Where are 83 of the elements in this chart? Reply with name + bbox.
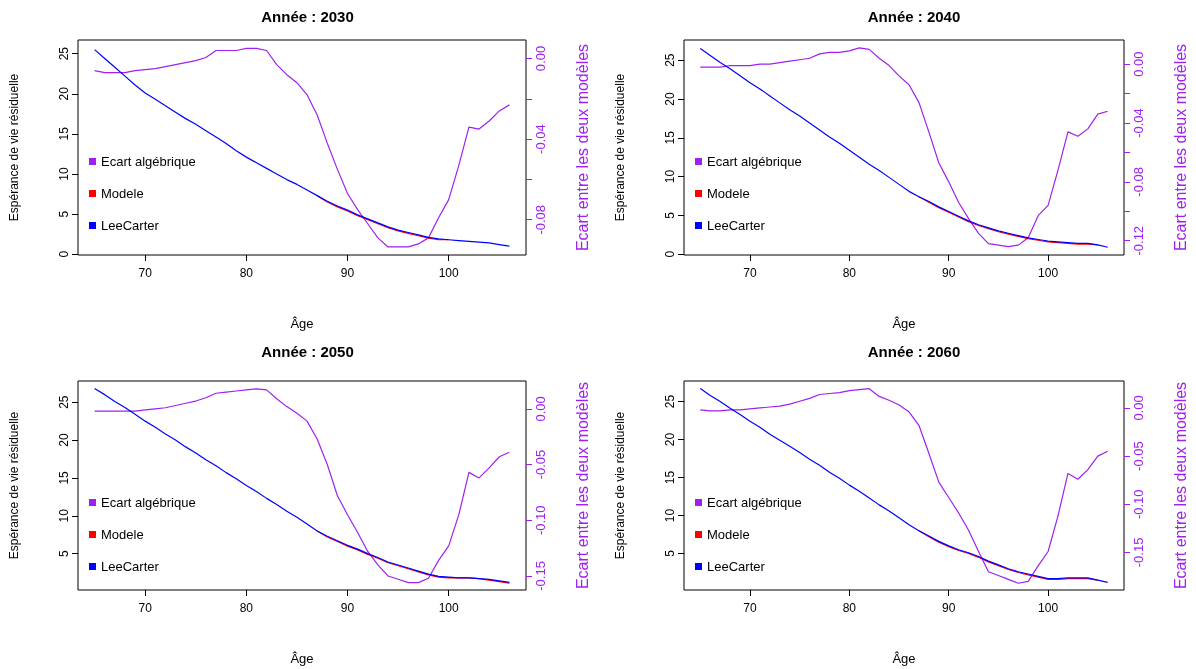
y-tick-label: 10 bbox=[663, 508, 677, 522]
legend-label: Modele bbox=[707, 526, 750, 542]
y-tick-label: 10 bbox=[663, 169, 677, 184]
y2-tick-label: -0.04 bbox=[533, 124, 548, 154]
y2-axis-title: Ecart entre les deux modèles bbox=[573, 381, 591, 589]
y2-tick-label: -0.10 bbox=[533, 504, 548, 535]
x-axis-title: Âge bbox=[290, 316, 314, 331]
legend-label: LeeCarter bbox=[101, 558, 160, 574]
x-tick-label: 80 bbox=[239, 266, 254, 280]
y-tick-label: 10 bbox=[57, 166, 71, 181]
legend-label: Modele bbox=[101, 526, 144, 542]
y-axis-title: Espérance de vie résiduelle bbox=[7, 73, 21, 222]
legend-label: LeeCarter bbox=[707, 218, 766, 233]
y2-tick-label: 0.00 bbox=[1131, 394, 1146, 421]
y-tick-label: 20 bbox=[57, 432, 71, 447]
y-tick-label: 5 bbox=[663, 549, 677, 557]
legend-label: Ecart algébrique bbox=[707, 494, 802, 510]
x-tick-label: 100 bbox=[438, 600, 460, 615]
y-tick-label: 25 bbox=[57, 394, 71, 409]
legend-label: Modele bbox=[707, 186, 750, 201]
y2-tick-label: 0.00 bbox=[533, 395, 548, 422]
y-tick-label: 15 bbox=[57, 470, 71, 485]
y-tick-label: 25 bbox=[57, 46, 71, 61]
line-series bbox=[93, 387, 511, 583]
y-tick-label: 15 bbox=[663, 470, 677, 484]
y2-tick-label: 0.00 bbox=[533, 45, 548, 72]
x-tick-label: 70 bbox=[138, 600, 153, 615]
y2-tick-label: -0.15 bbox=[1131, 537, 1146, 567]
chart-title: Année : 2040 bbox=[867, 8, 961, 25]
y2-tick-label: -0.08 bbox=[533, 204, 548, 235]
y-tick-label: 20 bbox=[663, 92, 677, 106]
chart-title: Année : 2050 bbox=[261, 342, 354, 360]
x-tick-label: 80 bbox=[239, 600, 254, 615]
y-axis-title: Espérance de vie résiduelle bbox=[613, 73, 627, 222]
y-axis-title: Espérance de vie résiduelle bbox=[613, 410, 627, 559]
y-tick-label: 15 bbox=[57, 126, 71, 141]
x-tick-label: 100 bbox=[1038, 266, 1059, 280]
x-tick-label: 90 bbox=[340, 600, 355, 615]
legend-label: Modele bbox=[101, 186, 144, 201]
x-tick-label: 90 bbox=[942, 266, 956, 280]
legend-label: LeeCarter bbox=[101, 218, 160, 233]
y-tick-label: 20 bbox=[57, 86, 71, 101]
y-axis-title: Espérance de vie résiduelle bbox=[7, 410, 21, 559]
legend-label: Ecart algébrique bbox=[101, 494, 196, 510]
x-tick-label: 80 bbox=[842, 266, 857, 280]
y2-axis-title: Ecart entre les deux modèles bbox=[1171, 381, 1189, 589]
y2-tick-label: -0.12 bbox=[1131, 225, 1146, 256]
legend-label: Ecart algébrique bbox=[707, 154, 802, 169]
x-tick-label: 100 bbox=[438, 266, 460, 280]
x-axis-title: Âge bbox=[892, 316, 916, 331]
y-tick-label: 10 bbox=[57, 508, 71, 522]
y-tick-label: 15 bbox=[663, 130, 677, 145]
x-tick-label: 100 bbox=[1038, 600, 1059, 615]
x-tick-label: 80 bbox=[842, 600, 857, 615]
y2-tick-label: 0.00 bbox=[1131, 51, 1146, 77]
x-tick-label: 90 bbox=[942, 600, 956, 615]
x-tick-label: 70 bbox=[743, 600, 757, 615]
y2-tick-label: -0.04 bbox=[1131, 108, 1146, 138]
x-axis-title: Âge bbox=[290, 650, 314, 666]
y-tick-label: 5 bbox=[57, 549, 71, 557]
y-tick-label: 5 bbox=[663, 211, 677, 219]
y2-tick-label: -0.10 bbox=[1131, 488, 1146, 519]
x-tick-label: 90 bbox=[340, 266, 355, 280]
y2-tick-label: -0.05 bbox=[533, 449, 548, 479]
line-series bbox=[699, 47, 1109, 248]
y-tick-label: 25 bbox=[663, 53, 677, 67]
y-tick-label: 20 bbox=[663, 432, 677, 446]
y-tick-label: 0 bbox=[57, 250, 71, 258]
legend-label: LeeCarter bbox=[707, 558, 766, 574]
x-tick-label: 70 bbox=[743, 266, 757, 280]
x-axis-title: Âge bbox=[892, 650, 916, 666]
y2-axis-title: Ecart entre les deux modèles bbox=[573, 43, 591, 252]
y2-tick-label: -0.08 bbox=[1131, 167, 1146, 197]
chart-title: Année : 2030 bbox=[261, 8, 354, 25]
legend-label: Ecart algébrique bbox=[101, 154, 196, 169]
x-tick-label: 70 bbox=[138, 266, 153, 280]
y2-axis-title: Ecart entre les deux modèles bbox=[1171, 43, 1189, 252]
y2-tick-label: -0.15 bbox=[533, 560, 548, 591]
y-tick-label: 25 bbox=[663, 394, 677, 408]
y-tick-label: 0 bbox=[663, 250, 677, 258]
chart-title: Année : 2060 bbox=[867, 342, 961, 360]
y2-tick-label: -0.05 bbox=[1131, 440, 1146, 471]
y-tick-label: 5 bbox=[57, 210, 71, 218]
